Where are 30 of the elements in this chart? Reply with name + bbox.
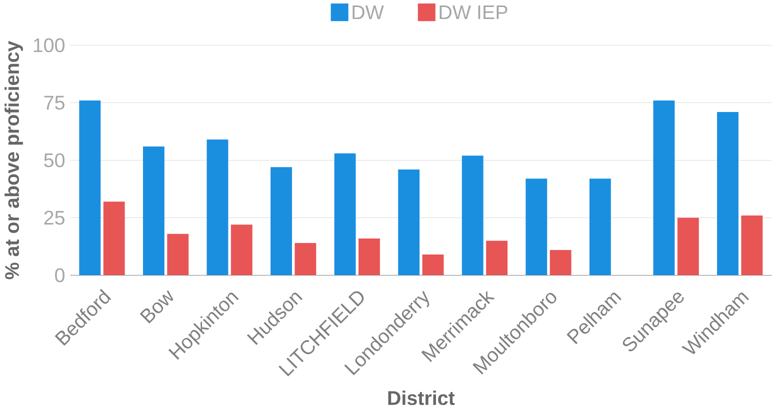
y-axis-title: % at or above proficiency <box>4 41 23 280</box>
legend-label: DW IEP <box>440 6 508 20</box>
bar <box>741 216 763 276</box>
y-tick-label: 50 <box>44 153 65 168</box>
bar <box>294 243 316 276</box>
bar <box>550 250 572 276</box>
bar <box>462 156 484 276</box>
bar <box>526 178 548 276</box>
y-tick-label: 25 <box>44 210 64 225</box>
bar <box>653 100 675 276</box>
bar <box>486 240 508 276</box>
bar <box>398 170 420 276</box>
bar <box>103 202 125 276</box>
bar <box>270 167 292 276</box>
bar <box>422 254 444 276</box>
bar <box>167 234 189 276</box>
bar <box>677 218 699 276</box>
bar <box>206 140 228 276</box>
bar <box>589 178 611 276</box>
legend-label: DW <box>352 6 384 20</box>
bar <box>79 100 101 276</box>
bar <box>717 112 738 276</box>
bar <box>334 154 356 276</box>
y-tick-label: 75 <box>44 96 64 110</box>
bar <box>358 238 380 276</box>
y-tick-label: 100 <box>34 38 64 52</box>
x-axis-title: District <box>388 390 455 406</box>
bar <box>230 224 252 276</box>
y-tick-label: 0 <box>55 268 65 282</box>
bar <box>142 146 164 276</box>
